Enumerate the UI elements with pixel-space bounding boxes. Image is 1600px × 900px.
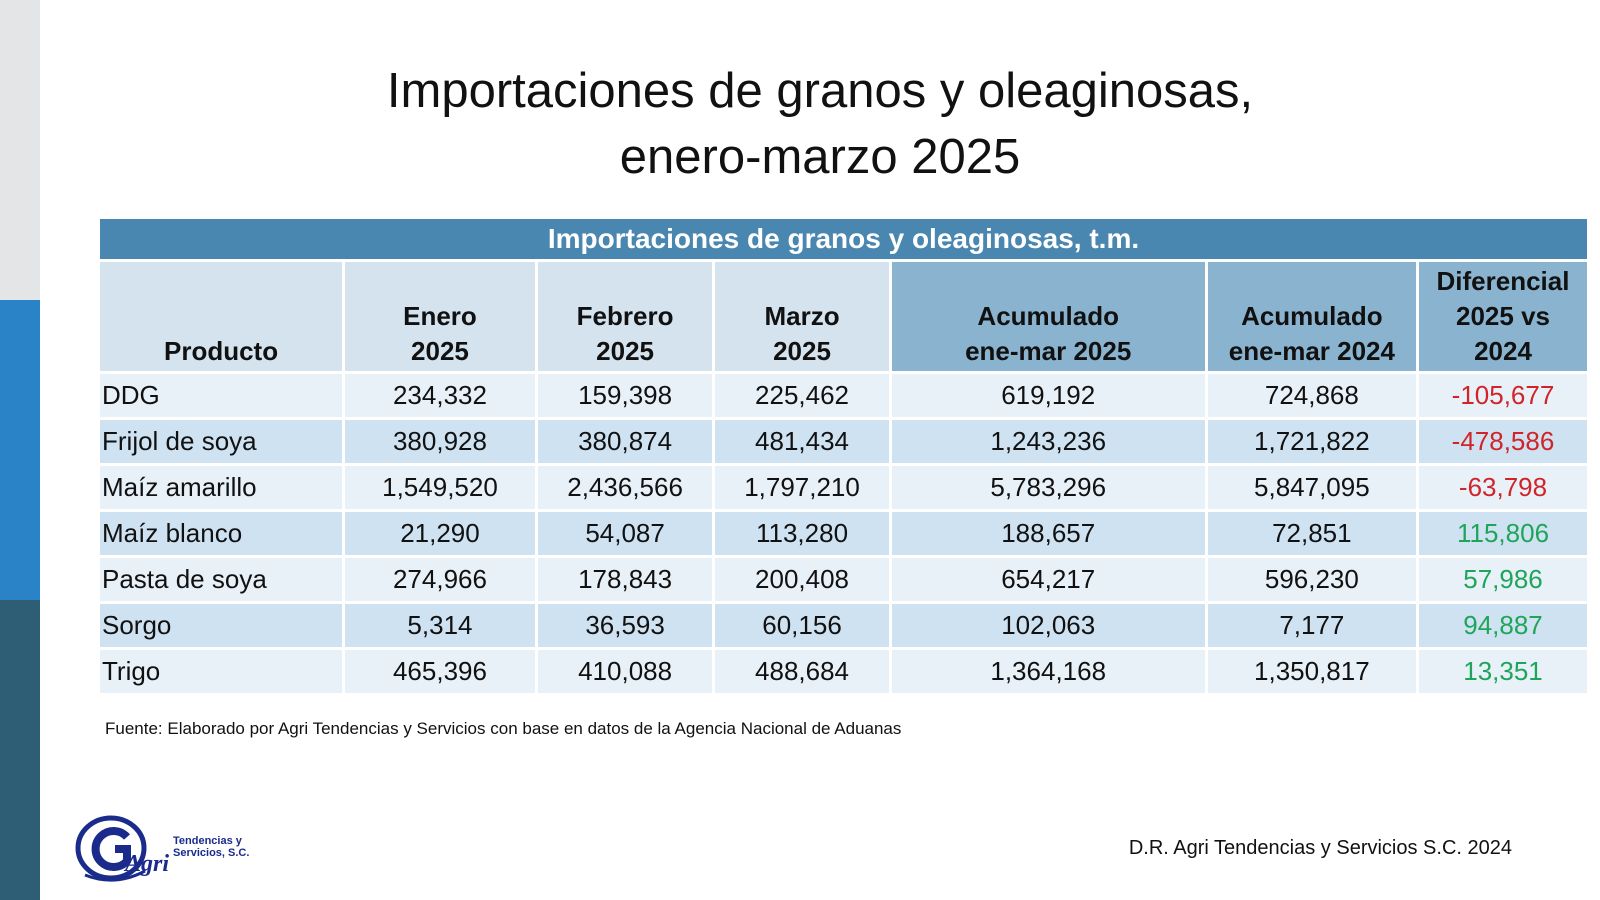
cell-marzo: 60,156 — [715, 604, 889, 647]
cell-acumulado-2025: 188,657 — [891, 512, 1205, 555]
logo-caption: Tendencias y Servicios, S.C. — [173, 835, 249, 859]
agri-logo: Agri Tendencias y Servicios, S.C. — [75, 815, 265, 887]
header-enero: Enero 2025 — [345, 262, 535, 371]
accent-segment-light — [0, 0, 40, 300]
accent-segment-dark — [0, 600, 40, 900]
copyright-notice: D.R. Agri Tendencias y Servicios S.C. 20… — [1128, 837, 1512, 859]
header-diferencial: Diferencial 2025 vs 2024 — [1419, 262, 1587, 371]
header-producto: Producto — [100, 262, 343, 371]
cell-acumulado-2024: 1,350,817 — [1207, 650, 1416, 693]
slide-title-line1: Importaciones de granos y oleaginosas, — [386, 64, 1254, 118]
header-acumulado-2024: Acumulado ene-mar 2024 — [1207, 262, 1416, 371]
left-accent-bar — [0, 0, 40, 900]
cell-producto: Maíz blanco — [100, 512, 343, 555]
cell-enero: 5,314 — [345, 604, 535, 647]
cell-febrero: 178,843 — [537, 558, 713, 601]
cell-producto: Frijol de soya — [100, 420, 343, 463]
source-note: Fuente: Elaborado por Agri Tendencias y … — [105, 719, 902, 738]
cell-diferencial: 57,986 — [1419, 558, 1587, 601]
cell-diferencial: -63,798 — [1419, 466, 1587, 509]
cell-producto: Sorgo — [100, 604, 343, 647]
logo-word: Agri — [123, 851, 169, 877]
cell-diferencial: 115,806 — [1419, 512, 1587, 555]
cell-marzo: 113,280 — [715, 512, 889, 555]
header-acumulado-2025: Acumulado ene-mar 2025 — [891, 262, 1205, 371]
header-marzo: Marzo 2025 — [715, 262, 889, 371]
cell-enero: 465,396 — [345, 650, 535, 693]
cell-marzo: 488,684 — [715, 650, 889, 693]
table-caption: Importaciones de granos y oleaginosas, t… — [100, 219, 1587, 259]
cell-diferencial: -105,677 — [1419, 374, 1587, 417]
header-febrero: Febrero 2025 — [537, 262, 713, 371]
cell-enero: 274,966 — [345, 558, 535, 601]
cell-febrero: 380,874 — [537, 420, 713, 463]
accent-segment-blue — [0, 300, 40, 600]
cell-febrero: 36,593 — [537, 604, 713, 647]
cell-marzo: 481,434 — [715, 420, 889, 463]
table-row: Frijol de soya 380,928 380,874 481,434 1… — [100, 420, 1587, 463]
cell-febrero: 159,398 — [537, 374, 713, 417]
cell-marzo: 225,462 — [715, 374, 889, 417]
cell-acumulado-2024: 5,847,095 — [1207, 466, 1416, 509]
cell-acumulado-2025: 5,783,296 — [891, 466, 1205, 509]
table-row: Maíz blanco 21,290 54,087 113,280 188,65… — [100, 512, 1587, 555]
table-row: Sorgo 5,314 36,593 60,156 102,063 7,177 … — [100, 604, 1587, 647]
cell-producto: Trigo — [100, 650, 343, 693]
cell-acumulado-2025: 1,243,236 — [891, 420, 1205, 463]
cell-enero: 21,290 — [345, 512, 535, 555]
cell-enero: 234,332 — [345, 374, 535, 417]
cell-acumulado-2024: 724,868 — [1207, 374, 1416, 417]
cell-acumulado-2024: 72,851 — [1207, 512, 1416, 555]
agri-logo-mark: Agri — [75, 815, 169, 882]
cell-acumulado-2024: 1,721,822 — [1207, 420, 1416, 463]
table-row: Pasta de soya 274,966 178,843 200,408 65… — [100, 558, 1587, 601]
cell-acumulado-2024: 7,177 — [1207, 604, 1416, 647]
cell-acumulado-2025: 654,217 — [891, 558, 1205, 601]
cell-marzo: 200,408 — [715, 558, 889, 601]
cell-febrero: 54,087 — [537, 512, 713, 555]
slide-title: Importaciones de granos y oleaginosas, e… — [40, 58, 1600, 190]
table-row: DDG 234,332 159,398 225,462 619,192 724,… — [100, 374, 1587, 417]
slide-title-line2: enero-marzo 2025 — [619, 130, 1021, 184]
cell-marzo: 1,797,210 — [715, 466, 889, 509]
cell-acumulado-2025: 102,063 — [891, 604, 1205, 647]
cell-enero: 1,549,520 — [345, 466, 535, 509]
table-header-row: Producto Enero 2025 Febrero 2025 Marzo 2025… — [100, 262, 1587, 371]
cell-acumulado-2025: 1,364,168 — [891, 650, 1205, 693]
cell-producto: DDG — [100, 374, 343, 417]
cell-febrero: 410,088 — [537, 650, 713, 693]
imports-table: Importaciones de granos y oleaginosas, t… — [97, 216, 1590, 696]
table-row: Trigo 465,396 410,088 488,684 1,364,168 … — [100, 650, 1587, 693]
cell-producto: Pasta de soya — [100, 558, 343, 601]
cell-producto: Maíz amarillo — [100, 466, 343, 509]
cell-acumulado-2025: 619,192 — [891, 374, 1205, 417]
imports-table-container: Importaciones de granos y oleaginosas, t… — [100, 219, 1587, 696]
cell-diferencial: 13,351 — [1419, 650, 1587, 693]
logo-line1: Tendencias y — [173, 835, 242, 847]
cell-enero: 380,928 — [345, 420, 535, 463]
cell-diferencial: -478,586 — [1419, 420, 1587, 463]
cell-diferencial: 94,887 — [1419, 604, 1587, 647]
logo-line2: Servicios, S.C. — [173, 847, 250, 859]
cell-febrero: 2,436,566 — [537, 466, 713, 509]
cell-acumulado-2024: 596,230 — [1207, 558, 1416, 601]
table-row: Maíz amarillo 1,549,520 2,436,566 1,797,… — [100, 466, 1587, 509]
